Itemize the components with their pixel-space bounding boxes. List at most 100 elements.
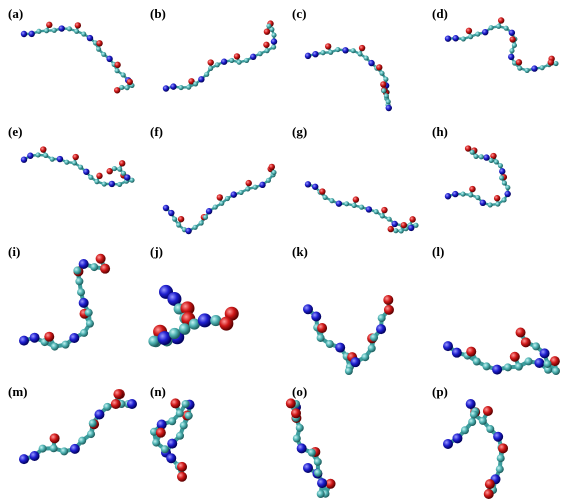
atom (312, 183, 319, 190)
atom (452, 433, 463, 444)
atom (465, 399, 476, 409)
oxygen-atom (177, 461, 188, 472)
atom (314, 468, 323, 477)
oxygen-atom (119, 160, 126, 167)
atom (503, 25, 509, 31)
atom (386, 216, 392, 222)
atom (19, 454, 29, 465)
molecule-panel: (b) (150, 6, 278, 92)
atom (370, 333, 379, 342)
oxygen-atom (263, 41, 270, 48)
atom (552, 367, 560, 375)
atom (238, 189, 244, 195)
atom (214, 62, 220, 68)
atom (117, 181, 123, 187)
atom (361, 353, 370, 362)
atom (342, 47, 349, 54)
atom (166, 453, 177, 464)
atom (210, 314, 222, 327)
atom (192, 224, 198, 230)
atom (492, 364, 503, 375)
oxygen-atom (49, 433, 60, 444)
atom (335, 47, 341, 53)
molecule-panel: (k) (292, 244, 394, 375)
molecule-panel: (n) (150, 384, 195, 482)
atom (172, 216, 178, 222)
atom (496, 454, 505, 463)
atom (531, 65, 538, 72)
oxygen-atom (493, 195, 501, 202)
oxygen-atom (44, 331, 55, 342)
atom (56, 155, 64, 163)
atom (379, 70, 385, 76)
atom (296, 443, 307, 454)
molecule-panel: (m) (8, 384, 137, 465)
atom (271, 44, 277, 50)
atom (452, 35, 459, 42)
atom (35, 152, 41, 158)
atom (271, 32, 277, 38)
atom (208, 65, 214, 71)
atom (186, 84, 192, 90)
oxygen-atom (515, 59, 523, 66)
atom (106, 168, 113, 175)
panel-label: (h) (432, 124, 448, 139)
atom (119, 84, 125, 91)
atom (50, 342, 59, 351)
atom (156, 419, 167, 430)
atom (312, 50, 319, 58)
atom (81, 31, 87, 37)
atom (168, 327, 181, 340)
atom (265, 177, 271, 183)
atom (219, 200, 225, 206)
atom (472, 357, 481, 366)
atom (170, 83, 177, 90)
atom (368, 59, 375, 67)
panel-label: (e) (8, 124, 22, 139)
oxygen-atom (46, 21, 53, 29)
atom (443, 341, 453, 352)
atom (351, 202, 357, 209)
atom (452, 190, 459, 198)
atom (229, 57, 235, 63)
atom (100, 263, 111, 274)
oxygen-atom (497, 17, 505, 24)
oxygen-atom (319, 188, 326, 195)
oxygen-atom (245, 179, 252, 187)
oxygen-atom (509, 351, 520, 362)
molecule-panel: (i) (8, 244, 111, 351)
atom (71, 160, 78, 166)
atom (303, 304, 313, 315)
atom (497, 163, 504, 169)
atom (77, 288, 86, 297)
oxygen-atom (549, 356, 560, 367)
atom (483, 489, 494, 499)
molecule-panel: (g) (292, 124, 419, 234)
panel-label: (a) (8, 6, 23, 21)
oxygen-atom (325, 478, 336, 489)
atom (469, 149, 475, 155)
oxygen-atom (324, 43, 332, 50)
atom (78, 259, 89, 269)
oxygen-atom (95, 253, 106, 264)
oxygen-atom (126, 78, 133, 86)
atom (509, 48, 515, 54)
atom (460, 36, 466, 42)
atom (534, 358, 545, 369)
atom (230, 191, 237, 198)
oxygen-atom (400, 221, 408, 229)
atom (259, 181, 266, 189)
molecule-panel: (d) (432, 6, 559, 74)
atom (270, 38, 278, 45)
oxygen-atom (482, 406, 493, 417)
atom (363, 55, 369, 61)
atom (503, 363, 512, 372)
atom (96, 46, 102, 52)
atom (304, 52, 312, 60)
atom (317, 478, 328, 489)
atom (335, 342, 346, 353)
atom (304, 181, 312, 188)
atom (335, 200, 343, 207)
atom (344, 367, 353, 375)
